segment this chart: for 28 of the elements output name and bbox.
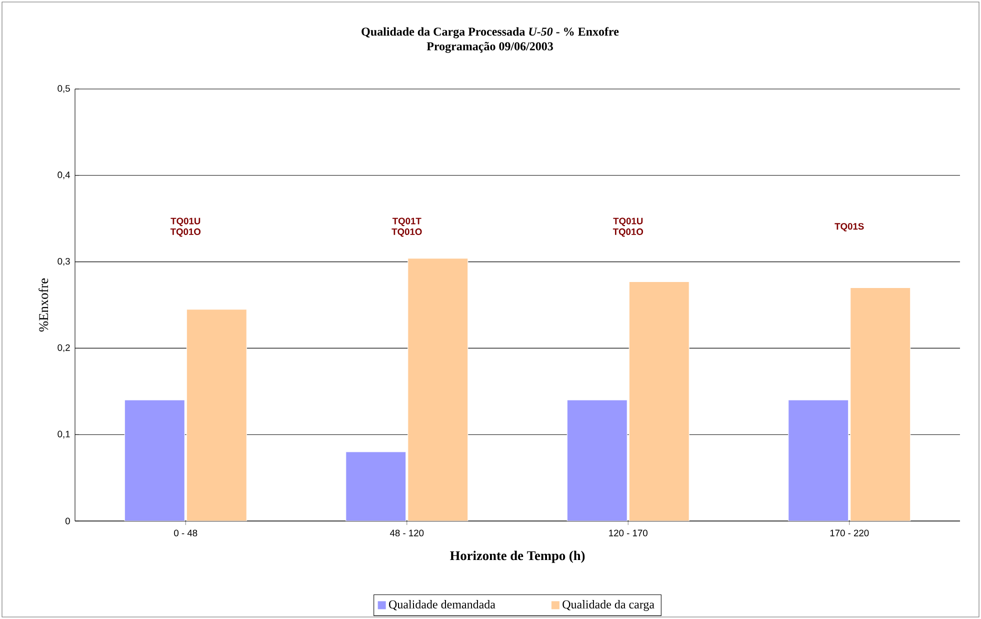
x-axis-title: Horizonte de Tempo (h)	[450, 550, 585, 563]
chart-title: Qualidade da Carga Processada U-50 - % Enxofre	[362, 27, 619, 38]
bar	[408, 258, 468, 521]
annotation: TQ01U TQ01O	[612, 218, 644, 237]
y-tick-label: 0,2	[58, 344, 70, 352]
y-tick-label: 0,4	[58, 172, 70, 180]
x-tick-label: 170 - 220	[830, 530, 869, 536]
bar	[124, 400, 185, 521]
chart-subtitle: Programação 09/06/2003	[426, 42, 553, 53]
y-tick-label: 0,3	[58, 258, 70, 266]
y-axis-title: %Enxofre	[38, 278, 48, 332]
y-tick-label: 0	[65, 518, 70, 524]
bar	[346, 452, 406, 521]
y-tick-label: 0,5	[58, 85, 70, 93]
x-tick-label: 48 - 120	[390, 530, 424, 536]
legend-label: Qualidade demandada	[389, 600, 496, 610]
x-tick-label: 120 - 170	[609, 530, 648, 536]
bar	[850, 287, 911, 521]
bar	[566, 400, 628, 521]
bar	[186, 309, 247, 521]
y-tick-label: 0,1	[58, 430, 70, 438]
x-tick-label: 0 - 48	[174, 530, 198, 536]
bar	[628, 281, 690, 521]
annotation: TQ01T TQ01O	[392, 218, 422, 237]
annotation: TQ01S	[834, 223, 864, 232]
annotation: TQ01U TQ01O	[170, 218, 201, 237]
legend-label: Qualidade da carga	[562, 600, 654, 611]
bar	[788, 400, 849, 521]
